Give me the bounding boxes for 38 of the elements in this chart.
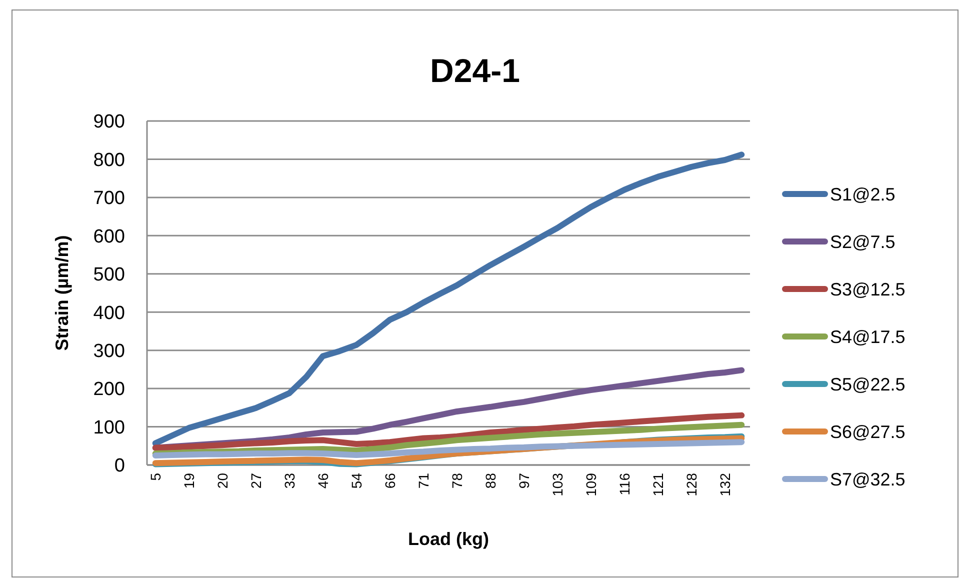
x-tick-label: 20	[214, 472, 230, 489]
x-tick-label: 78	[448, 472, 465, 489]
legend-label: S6@27.5	[830, 422, 906, 442]
y-axis-title: Strain (µm/m)	[52, 235, 72, 351]
x-tick-label: 116	[616, 472, 632, 496]
x-tick-label: 109	[582, 472, 599, 496]
x-tick-label: 71	[415, 472, 432, 489]
x-tick-label: 33	[281, 472, 298, 489]
legend-label: S7@32.5	[830, 469, 906, 490]
y-tick-label: 600	[93, 226, 125, 248]
x-tick-label: 97	[516, 472, 532, 489]
x-tick-label: 121	[650, 472, 666, 496]
x-axis-title: Load (kg)	[408, 529, 489, 549]
y-tick-label: 400	[93, 302, 125, 324]
x-tick-label: 5	[147, 472, 164, 481]
legend-label: S4@17.5	[830, 326, 906, 347]
x-tick-label: 27	[248, 472, 264, 489]
y-tick-label: 900	[93, 112, 125, 133]
x-tick-label: 128	[683, 472, 700, 496]
x-tick-label: 66	[382, 472, 398, 489]
legend-label: S5@22.5	[830, 374, 906, 394]
legend-label: S2@7.5	[830, 232, 896, 252]
y-tick-label: 800	[93, 150, 125, 171]
y-tick-label: 500	[93, 264, 125, 286]
x-tick-label: 19	[180, 472, 197, 489]
x-tick-label: 54	[348, 472, 364, 489]
y-tick-label: 0	[114, 456, 125, 477]
chart-title: D24-1	[430, 52, 520, 89]
x-tick-label: 88	[482, 472, 498, 489]
y-tick-label: 100	[93, 417, 125, 438]
x-tick-label: 132	[716, 472, 733, 496]
y-tick-label: 300	[93, 340, 125, 362]
x-tick-label: 103	[549, 472, 566, 496]
legend-label: S3@12.5	[830, 279, 906, 300]
x-tick-label: 46	[314, 472, 331, 489]
y-tick-label: 200	[93, 379, 125, 400]
legend-label: S1@2.5	[830, 184, 896, 204]
y-tick-label: 700	[93, 188, 125, 210]
